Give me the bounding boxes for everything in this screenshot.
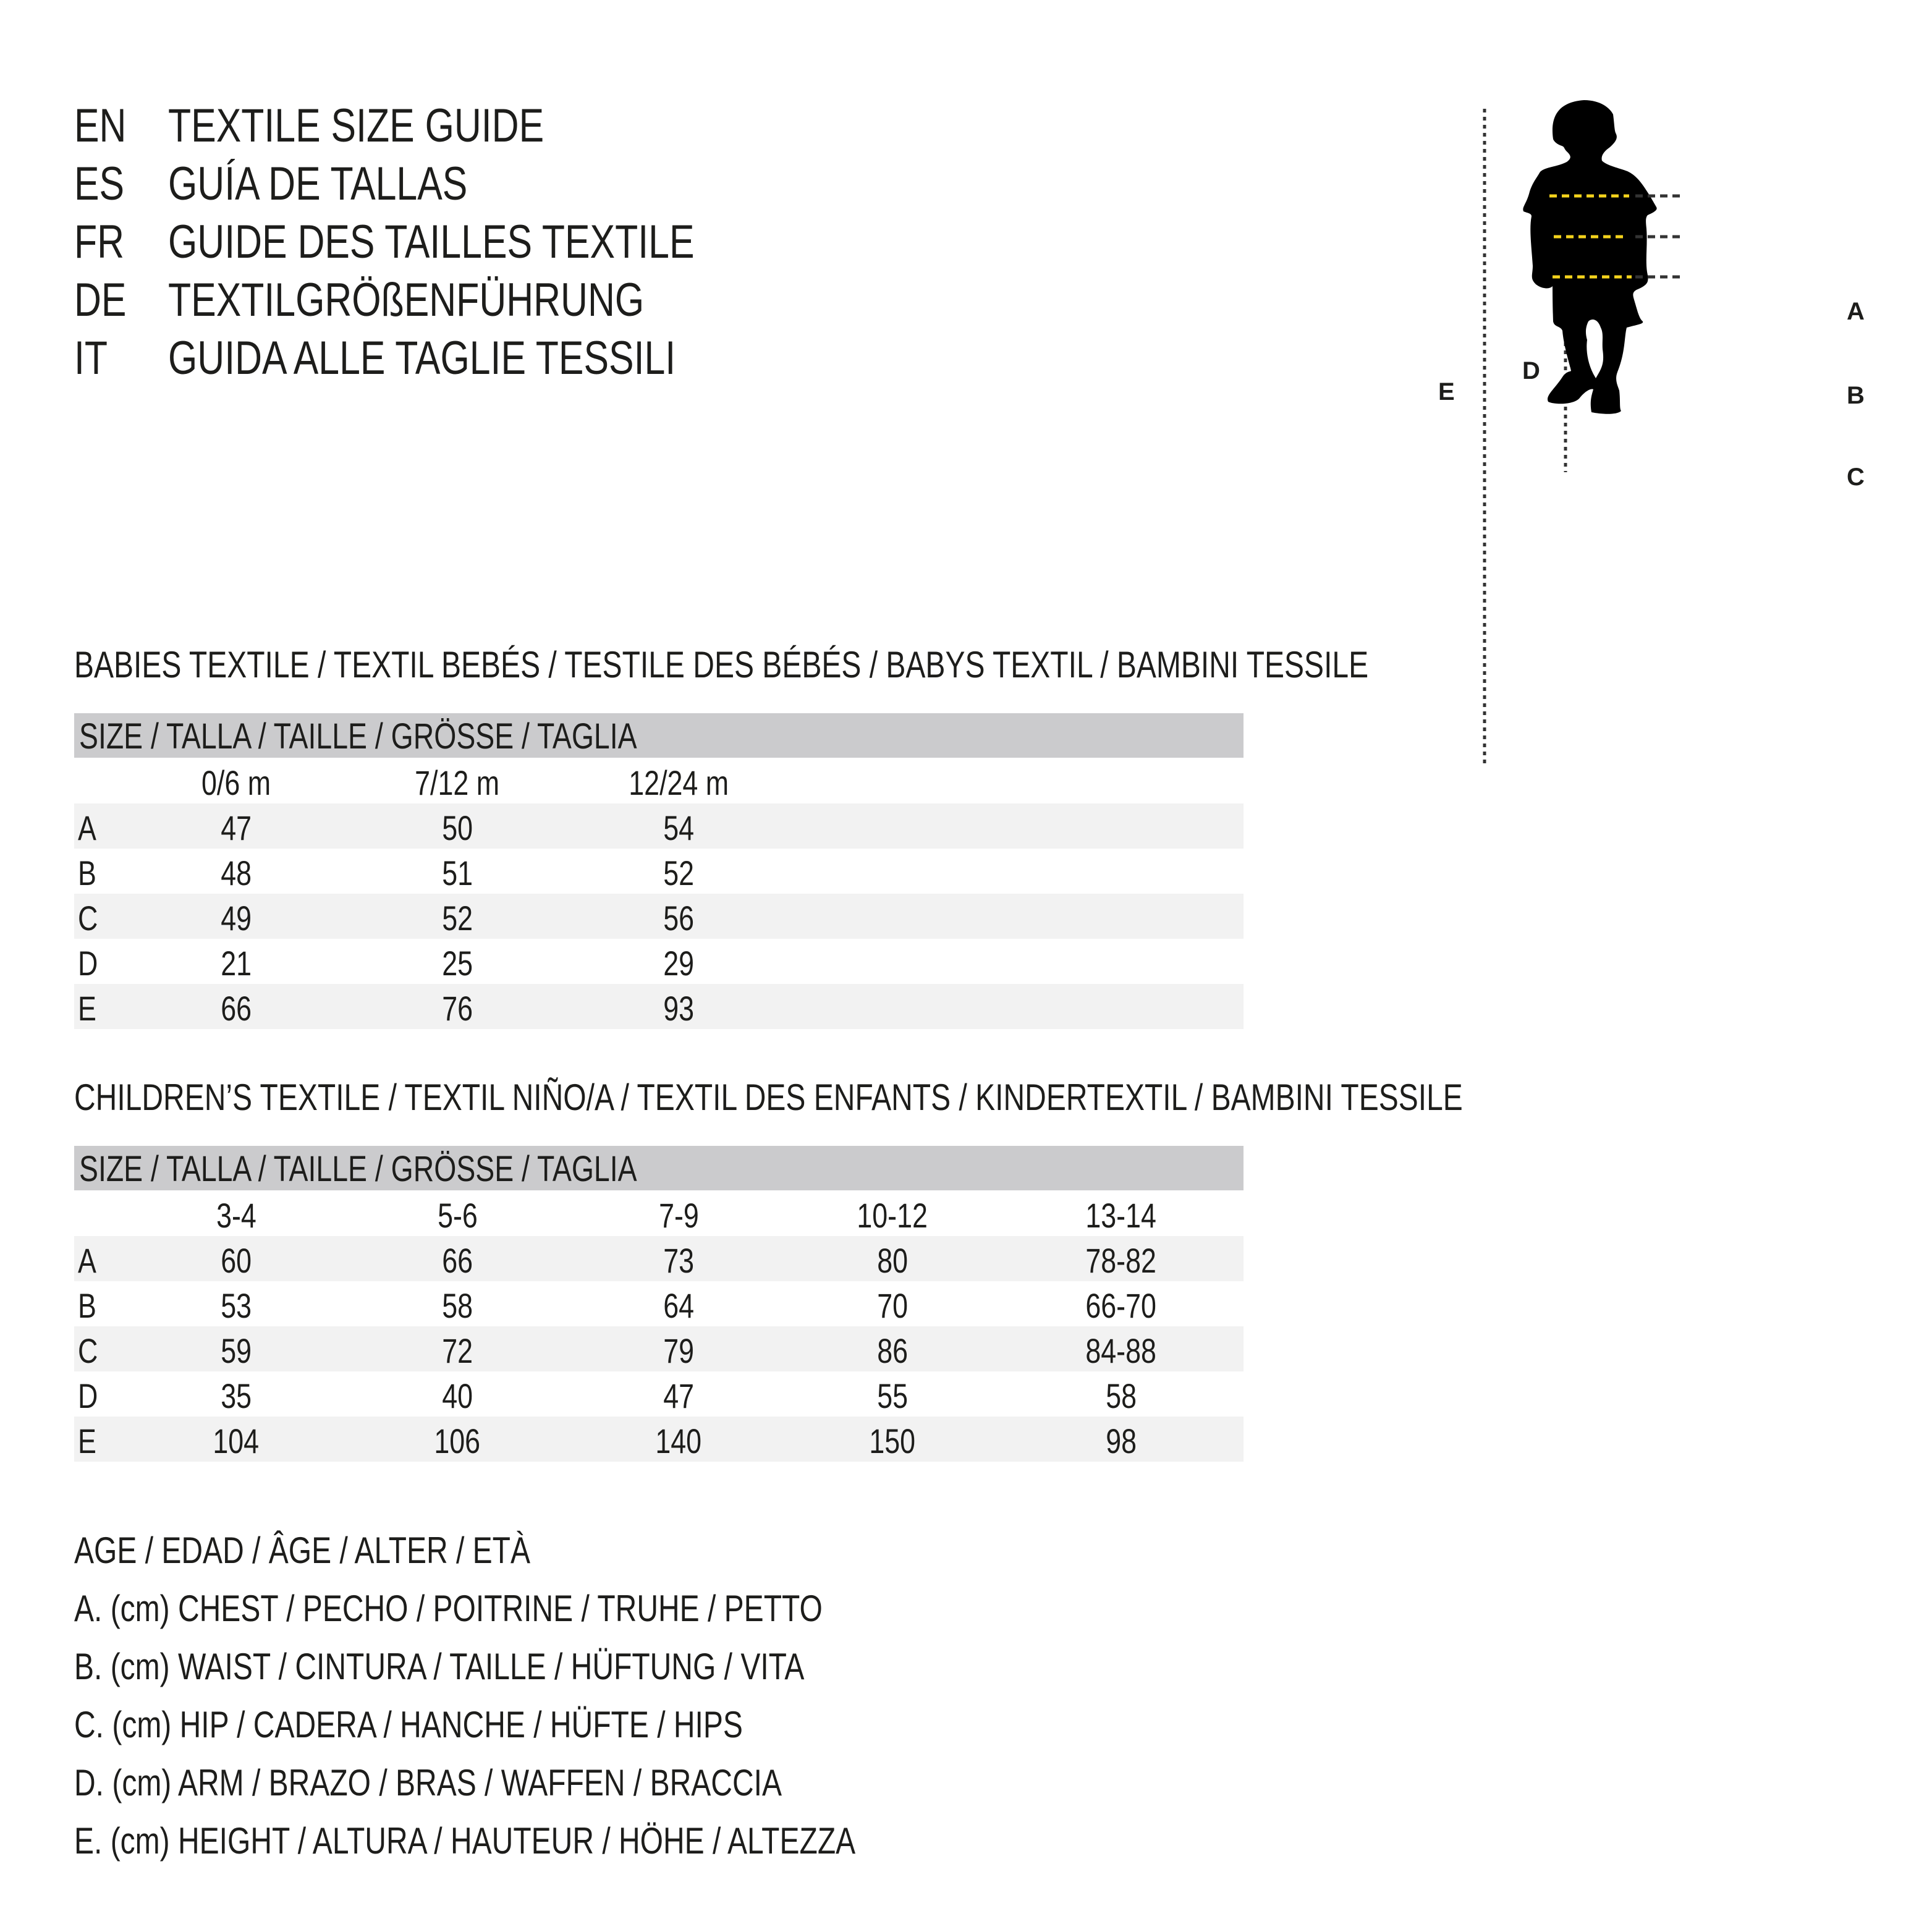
title-text: GUÍA DE TALLAS bbox=[168, 158, 468, 210]
table-cell: 78-82 bbox=[1085, 1241, 1157, 1280]
legend-waist: B. (cm) WAIST / CINTURA / TAILLE / HÜFTU… bbox=[74, 1646, 805, 1687]
table-cell: 40 bbox=[442, 1376, 473, 1415]
legend-height: E. (cm) HEIGHT / ALTURA / HAUTEUR / HÖHE… bbox=[74, 1820, 856, 1862]
table-cell: 29 bbox=[663, 944, 694, 983]
table-cell: 66 bbox=[221, 989, 252, 1028]
language-code: FR bbox=[74, 216, 125, 268]
table-cell: 52 bbox=[442, 899, 473, 938]
column-header: 5-6 bbox=[437, 1196, 478, 1235]
title-text: TEXTILGRÖßENFÜHRUNG bbox=[168, 274, 645, 326]
size-header-text: SIZE / TALLA / TAILLE / GRÖSSE / TAGLIA bbox=[79, 716, 637, 756]
table-cell: 48 bbox=[221, 854, 252, 892]
table-row: C 59 72 79 86 84-88 bbox=[74, 1326, 1244, 1371]
size-header-text: SIZE / TALLA / TAILLE / GRÖSSE / TAGLIA bbox=[79, 1149, 637, 1189]
row-label: C bbox=[78, 899, 98, 938]
children-size-header: SIZE / TALLA / TAILLE / GRÖSSE / TAGLIA bbox=[74, 1146, 1244, 1190]
column-header: 3-4 bbox=[216, 1196, 256, 1235]
table-row: D 21 25 29 bbox=[74, 939, 1244, 984]
row-label: E bbox=[78, 989, 96, 1028]
row-label: B bbox=[78, 1286, 96, 1325]
table-cell: 49 bbox=[221, 899, 252, 938]
label-d: D bbox=[1522, 357, 1540, 384]
table-row: D 35 40 47 55 58 bbox=[74, 1371, 1244, 1417]
table-cell: 98 bbox=[1106, 1421, 1137, 1460]
table-cell: 66 bbox=[442, 1241, 473, 1280]
table-cell: 93 bbox=[663, 989, 694, 1028]
row-label: E bbox=[78, 1421, 96, 1460]
table-cell: 140 bbox=[655, 1421, 702, 1460]
language-code: EN bbox=[74, 100, 127, 152]
legend-age: AGE / EDAD / ÂGE / ALTER / ETÀ bbox=[74, 1530, 530, 1571]
table-row: E 66 76 93 bbox=[74, 984, 1244, 1029]
table-cell: 64 bbox=[663, 1286, 694, 1325]
table-cell: 58 bbox=[1106, 1376, 1137, 1415]
table-cell: 56 bbox=[663, 899, 694, 938]
table-cell: 47 bbox=[663, 1376, 694, 1415]
table-cell: 21 bbox=[221, 944, 252, 983]
table-cell: 86 bbox=[877, 1331, 908, 1370]
children-heading-text: CHILDREN’S TEXTILE / TEXTIL NIÑO/A / TEX… bbox=[74, 1077, 1463, 1118]
table-cell: 76 bbox=[442, 989, 473, 1028]
table-cell: 54 bbox=[663, 808, 694, 847]
table-row: C 49 52 56 bbox=[74, 894, 1244, 939]
label-c: C bbox=[1847, 464, 1865, 491]
table-cell: 53 bbox=[221, 1286, 252, 1325]
table-cell: 55 bbox=[877, 1376, 908, 1415]
label-e: E bbox=[1438, 378, 1455, 405]
row-label: C bbox=[78, 1331, 98, 1370]
title-text: GUIDE DES TAILLES TEXTILE bbox=[168, 216, 695, 268]
table-row: A 47 50 54 bbox=[74, 803, 1244, 849]
table-row: E 104 106 140 150 98 bbox=[74, 1417, 1244, 1462]
table-cell: 80 bbox=[877, 1241, 908, 1280]
table-cell: 150 bbox=[869, 1421, 916, 1460]
column-header: 7/12 m bbox=[415, 763, 500, 802]
table-cell: 25 bbox=[442, 944, 473, 983]
babies-column-headers: 0/6 m 7/12 m 12/24 m bbox=[74, 758, 1244, 803]
legend-arm: D. (cm) ARM / BRAZO / BRAS / WAFFEN / BR… bbox=[74, 1762, 782, 1803]
children-column-headers: 3-4 5-6 7-9 10-12 13-14 bbox=[74, 1191, 1244, 1236]
table-cell: 73 bbox=[663, 1241, 694, 1280]
table-cell: 59 bbox=[221, 1331, 252, 1370]
table-cell: 60 bbox=[221, 1241, 252, 1280]
title-text: TEXTILE SIZE GUIDE bbox=[168, 100, 544, 152]
table-cell: 70 bbox=[877, 1286, 908, 1325]
label-b: B bbox=[1847, 382, 1865, 409]
table-row: B 53 58 64 70 66-70 bbox=[74, 1281, 1244, 1326]
row-label: A bbox=[78, 808, 96, 847]
table-cell: 106 bbox=[434, 1421, 481, 1460]
table-cell: 79 bbox=[663, 1331, 694, 1370]
table-row: B 48 51 52 bbox=[74, 849, 1244, 894]
babies-size-header: SIZE / TALLA / TAILLE / GRÖSSE / TAGLIA bbox=[74, 713, 1244, 758]
table-cell: 47 bbox=[221, 808, 252, 847]
table-cell: 50 bbox=[442, 808, 473, 847]
legend-chest: A. (cm) CHEST / PECHO / POITRINE / TRUHE… bbox=[74, 1588, 823, 1629]
language-code: ES bbox=[74, 158, 125, 210]
label-a: A bbox=[1847, 298, 1865, 325]
table-cell: 35 bbox=[221, 1376, 252, 1415]
legend-hip: C. (cm) HIP / CADERA / HANCHE / HÜFTE / … bbox=[74, 1704, 743, 1745]
language-code: IT bbox=[74, 332, 108, 384]
row-label: B bbox=[78, 854, 96, 892]
column-header: 12/24 m bbox=[629, 763, 729, 802]
table-cell: 58 bbox=[442, 1286, 473, 1325]
table-cell: 51 bbox=[442, 854, 473, 892]
table-row: A 60 66 73 80 78-82 bbox=[74, 1236, 1244, 1281]
table-cell: 104 bbox=[213, 1421, 260, 1460]
column-header: 13-14 bbox=[1085, 1196, 1157, 1235]
row-label: D bbox=[78, 944, 98, 983]
table-cell: 84-88 bbox=[1085, 1331, 1157, 1370]
table-cell: 72 bbox=[442, 1331, 473, 1370]
babies-heading-text: BABIES TEXTILE / TEXTIL BEBÉS / TESTILE … bbox=[74, 644, 1369, 685]
children-heading: CHILDREN’S TEXTILE / TEXTIL NIÑO/A / TEX… bbox=[74, 1076, 1810, 1119]
row-label: D bbox=[78, 1376, 98, 1415]
column-header: 7-9 bbox=[658, 1196, 699, 1235]
language-code: DE bbox=[74, 274, 127, 326]
title-text: GUIDA ALLE TAGLIE TESSILI bbox=[168, 332, 676, 384]
babies-heading: BABIES TEXTILE / TEXTIL BEBÉS / TESTILE … bbox=[74, 643, 1692, 687]
table-cell: 66-70 bbox=[1085, 1286, 1157, 1325]
table-cell: 52 bbox=[663, 854, 694, 892]
column-header: 0/6 m bbox=[201, 763, 271, 802]
row-label: A bbox=[78, 1241, 96, 1280]
column-header: 10-12 bbox=[857, 1196, 928, 1235]
